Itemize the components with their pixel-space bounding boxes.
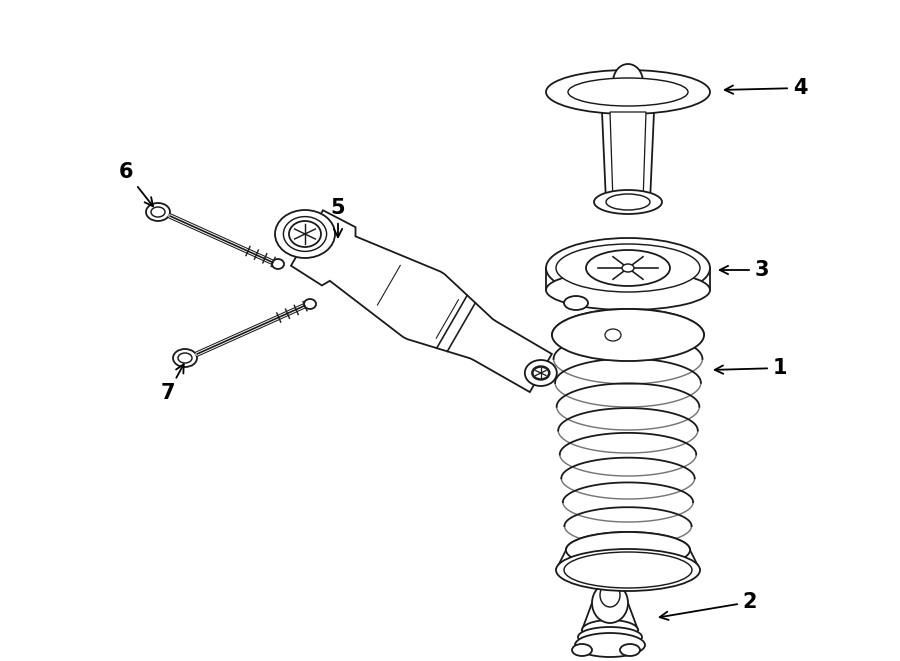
Ellipse shape bbox=[575, 633, 645, 657]
Polygon shape bbox=[610, 112, 646, 202]
Ellipse shape bbox=[146, 203, 170, 221]
Ellipse shape bbox=[178, 353, 192, 363]
Ellipse shape bbox=[594, 190, 662, 214]
Ellipse shape bbox=[592, 583, 628, 623]
Ellipse shape bbox=[546, 238, 710, 298]
Ellipse shape bbox=[582, 620, 638, 640]
Ellipse shape bbox=[622, 264, 634, 272]
Ellipse shape bbox=[533, 367, 549, 379]
Ellipse shape bbox=[532, 366, 550, 380]
Text: 7: 7 bbox=[161, 364, 184, 403]
Polygon shape bbox=[291, 210, 552, 392]
Ellipse shape bbox=[173, 349, 197, 367]
Ellipse shape bbox=[564, 296, 588, 310]
Polygon shape bbox=[602, 112, 654, 202]
Polygon shape bbox=[582, 603, 638, 630]
Ellipse shape bbox=[605, 329, 621, 341]
Ellipse shape bbox=[304, 299, 316, 309]
Ellipse shape bbox=[546, 270, 710, 310]
Polygon shape bbox=[556, 550, 700, 570]
Ellipse shape bbox=[620, 644, 640, 656]
Ellipse shape bbox=[566, 532, 690, 568]
Ellipse shape bbox=[284, 217, 327, 251]
Ellipse shape bbox=[151, 207, 165, 217]
Ellipse shape bbox=[586, 250, 670, 286]
Text: 4: 4 bbox=[724, 78, 807, 98]
Text: 1: 1 bbox=[715, 358, 788, 378]
Ellipse shape bbox=[546, 70, 710, 114]
Ellipse shape bbox=[272, 259, 284, 269]
Ellipse shape bbox=[600, 583, 620, 607]
Ellipse shape bbox=[578, 627, 642, 647]
Ellipse shape bbox=[556, 549, 700, 591]
Ellipse shape bbox=[564, 552, 692, 588]
Ellipse shape bbox=[525, 360, 557, 386]
Text: 5: 5 bbox=[330, 198, 346, 237]
Ellipse shape bbox=[275, 210, 335, 258]
Ellipse shape bbox=[572, 644, 592, 656]
Ellipse shape bbox=[556, 244, 700, 292]
Ellipse shape bbox=[552, 309, 704, 361]
Text: 6: 6 bbox=[119, 162, 153, 206]
Ellipse shape bbox=[568, 78, 688, 106]
Text: 2: 2 bbox=[660, 592, 757, 620]
Ellipse shape bbox=[289, 221, 321, 247]
Ellipse shape bbox=[613, 64, 643, 100]
Ellipse shape bbox=[606, 194, 650, 210]
Text: 3: 3 bbox=[720, 260, 770, 280]
